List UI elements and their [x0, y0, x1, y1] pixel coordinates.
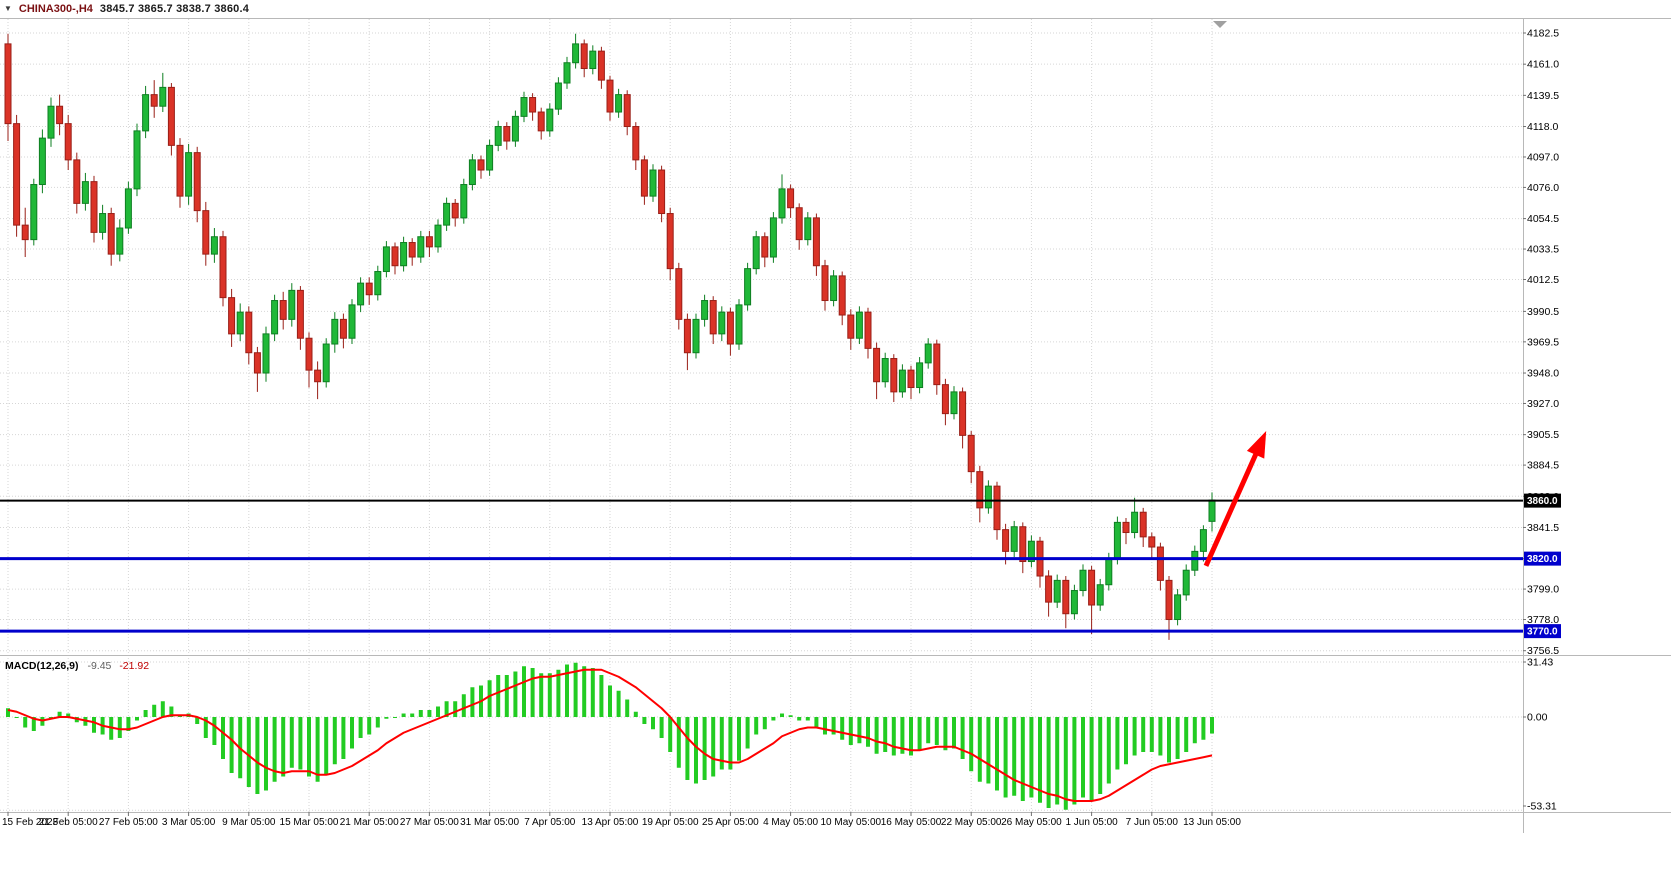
date-tick-label: 15 Mar 05:00: [280, 817, 339, 828]
date-tick-label: 31 Mar 05:00: [460, 817, 519, 828]
date-tick-label: 27 Mar 05:00: [400, 817, 459, 828]
price-badge-3820.0: [1524, 551, 1561, 566]
date-tick-label: 3 Mar 05:00: [162, 817, 216, 828]
macd-tick-label: -53.31: [1527, 801, 1557, 813]
hlines-layer: [0, 499, 1523, 633]
price-tick-label: 4097.0: [1527, 151, 1559, 163]
candles-layer: [4, 33, 1216, 640]
date-tick-label: 22 May 05:00: [941, 817, 1002, 828]
price-tick-label: 4033.5: [1527, 244, 1559, 256]
price-tick-label: 3905.5: [1527, 429, 1559, 441]
date-tick-label: 15 Feb 2023: [2, 817, 59, 828]
date-tick-label: 10 May 05:00: [820, 817, 881, 828]
price-tick-label: 3778.0: [1527, 614, 1559, 626]
macd-signal-value: -21.92: [119, 660, 150, 672]
price-badge-label: 3860.0: [1527, 496, 1558, 507]
date-tick-label: 26 May 05:00: [1001, 817, 1062, 828]
date-tick-label: 16 May 05:00: [881, 817, 942, 828]
date-tick-label: 27 Feb 05:00: [99, 817, 158, 828]
date-tick-label: 9 Mar 05:00: [222, 817, 276, 828]
frame-layer: [0, 18, 1671, 833]
date-tick-label: 21 Mar 05:00: [340, 817, 399, 828]
date-tick-label: 7 Apr 05:00: [524, 817, 576, 828]
date-tick-label: 19 Apr 05:00: [642, 817, 699, 828]
price-tick-label: 4182.5: [1527, 28, 1559, 40]
price-tick-label: 3990.5: [1527, 306, 1559, 318]
price-tick-label: 4161.0: [1527, 59, 1559, 71]
price-tick-label: 4139.5: [1527, 90, 1559, 102]
price-badge-label: 3820.0: [1527, 554, 1558, 565]
macd-indicator-name: MACD(12,26,9): [5, 660, 79, 672]
price-tick-label: 4054.5: [1527, 213, 1559, 225]
price-tick-label: 4012.5: [1527, 274, 1559, 286]
price-tick-label: 4076.0: [1527, 182, 1559, 194]
quote-bar: ▼ CHINA300-,H4 3845.7 3865.7 3838.7 3860…: [4, 2, 249, 16]
macd-tick-label: 31.43: [1527, 656, 1553, 668]
price-tick-label: 3799.0: [1527, 584, 1559, 596]
symbol-timeframe-label: CHINA300-,H4: [18, 3, 93, 15]
price-tick-label: 3927.0: [1527, 398, 1559, 410]
price-badge-3860.0: [1524, 493, 1561, 508]
date-tick-label: 1 Jun 05:00: [1065, 817, 1118, 828]
grid-layer: [0, 19, 1523, 812]
ohlc-quote-values: 3845.7 3865.7 3838.7 3860.4: [99, 3, 250, 15]
price-badge-label: 3770.0: [1527, 627, 1558, 638]
macd-tick-label: 0.00: [1527, 712, 1548, 724]
date-tick-label: 13 Jun 05:00: [1183, 817, 1241, 828]
trend-arrow-shaft[interactable]: [1203, 448, 1261, 567]
macd-indicator-header: MACD(12,26,9) -9.45 -21.92: [5, 660, 149, 672]
date-tick-label: 4 May 05:00: [763, 817, 818, 828]
price-tick-label: 3969.5: [1527, 336, 1559, 348]
badge-layer: 3860.0 3820.0 3770.0: [1524, 493, 1561, 639]
price-tick-label: 3841.5: [1527, 522, 1559, 534]
macd-signal-line: [7, 668, 1213, 802]
date-tick-label: 25 Apr 05:00: [702, 817, 759, 828]
price-tick-label: 4118.0: [1527, 121, 1558, 133]
price-tick-label: 3756.5: [1527, 645, 1559, 657]
price-tick-label: 3884.5: [1527, 460, 1559, 472]
date-tick-label: 7 Jun 05:00: [1126, 817, 1179, 828]
trend-arrow-head[interactable]: [1246, 431, 1267, 459]
misc-layer: [1213, 21, 1227, 28]
symbol-dropdown-icon[interactable]: ▼: [4, 3, 12, 13]
price-badge-3770.0: [1524, 624, 1561, 639]
arrow-layer[interactable]: [1203, 431, 1267, 567]
price-tick-label: 3948.0: [1527, 368, 1559, 380]
chart-shift-marker-icon[interactable]: [1213, 21, 1227, 28]
price-axis-layer: 4182.5 4161.0 4139.5 4118.0 4097.0 4076.0 4054…: [1523, 28, 1559, 813]
date-tick-label: 21 Feb 05:00: [39, 817, 98, 828]
macd-main-value: -9.45: [87, 660, 112, 672]
macd-layer: [6, 662, 1214, 810]
date-tick-label: 13 Apr 05:00: [582, 817, 639, 828]
